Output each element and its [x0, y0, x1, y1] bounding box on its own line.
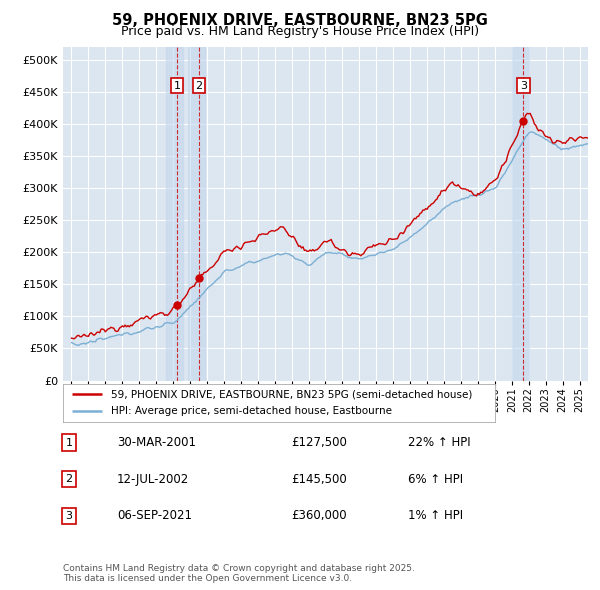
Text: 59, PHOENIX DRIVE, EASTBOURNE, BN23 5PG (semi-detached house): 59, PHOENIX DRIVE, EASTBOURNE, BN23 5PG … — [110, 389, 472, 399]
Text: 1: 1 — [65, 438, 73, 447]
Text: £127,500: £127,500 — [291, 436, 347, 449]
Text: 2: 2 — [65, 474, 73, 484]
Text: 2: 2 — [196, 81, 203, 91]
Text: 22% ↑ HPI: 22% ↑ HPI — [408, 436, 470, 449]
Text: 1% ↑ HPI: 1% ↑ HPI — [408, 509, 463, 522]
Text: 30-MAR-2001: 30-MAR-2001 — [117, 436, 196, 449]
Text: 3: 3 — [65, 511, 73, 520]
Text: 12-JUL-2002: 12-JUL-2002 — [117, 473, 189, 486]
Text: 06-SEP-2021: 06-SEP-2021 — [117, 509, 192, 522]
Bar — [166, 47, 183, 381]
Text: HPI: Average price, semi-detached house, Eastbourne: HPI: Average price, semi-detached house,… — [110, 406, 392, 416]
Text: Contains HM Land Registry data © Crown copyright and database right 2025.
This d: Contains HM Land Registry data © Crown c… — [63, 563, 415, 583]
Text: Price paid vs. HM Land Registry's House Price Index (HPI): Price paid vs. HM Land Registry's House … — [121, 25, 479, 38]
Text: 3: 3 — [520, 81, 527, 91]
Text: 1: 1 — [173, 81, 181, 91]
Text: £360,000: £360,000 — [291, 509, 347, 522]
Bar — [512, 47, 529, 381]
Text: £145,500: £145,500 — [291, 473, 347, 486]
Bar — [188, 47, 205, 381]
Text: 6% ↑ HPI: 6% ↑ HPI — [408, 473, 463, 486]
Text: 59, PHOENIX DRIVE, EASTBOURNE, BN23 5PG: 59, PHOENIX DRIVE, EASTBOURNE, BN23 5PG — [112, 13, 488, 28]
